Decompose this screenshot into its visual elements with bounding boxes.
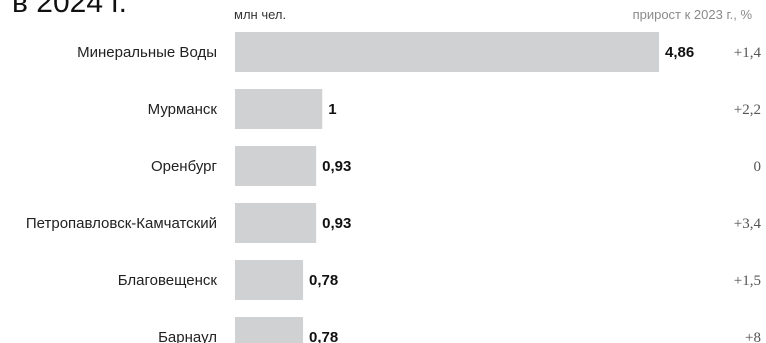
category-label: Петропавловск-Камчатский (26, 215, 217, 232)
unit-label: млн чел. (234, 7, 287, 22)
growth-label: 0 (754, 159, 762, 175)
value-label: 1 (328, 101, 336, 118)
category-label: Благовещенск (118, 272, 218, 289)
bar-5 (235, 260, 304, 300)
value-label: 0,93 (322, 158, 351, 175)
category-label: Барнаул (158, 329, 217, 343)
growth-label: +1,4 (734, 45, 762, 61)
growth-column-header: прирост к 2023 г., % (632, 7, 752, 22)
category-label: Минеральные Воды (77, 44, 217, 61)
value-label: 4,86 (665, 44, 694, 61)
value-label: 0,78 (309, 329, 338, 343)
chart-heading: в 2024 г. (12, 0, 127, 19)
bar-2 (235, 89, 323, 129)
category-label: Оренбург (151, 158, 218, 175)
bar-6 (235, 317, 304, 343)
growth-label: +1,5 (734, 273, 761, 289)
bar-4 (235, 203, 317, 243)
growth-label: +2,2 (734, 102, 761, 118)
value-label: 0,93 (322, 215, 351, 232)
bar-3 (235, 146, 317, 186)
bar-1 (235, 32, 659, 72)
growth-label: +3,4 (734, 216, 762, 232)
value-label: 0,78 (309, 272, 338, 289)
growth-label: +8 (745, 330, 761, 343)
category-label: Мурманск (148, 101, 218, 118)
